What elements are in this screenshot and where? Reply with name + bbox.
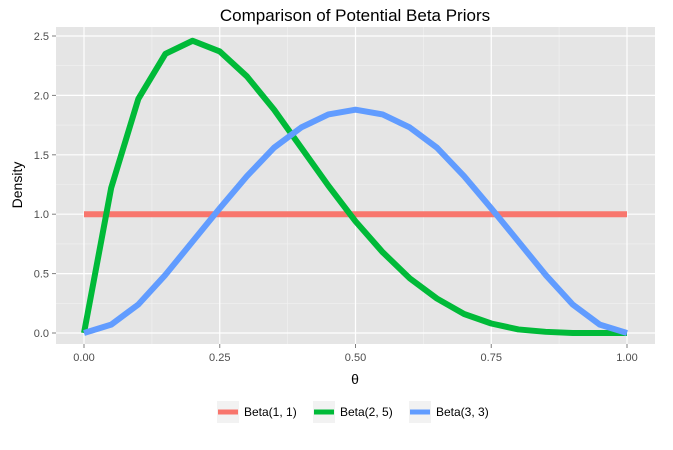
y-axis: 0.0 0.5 1.0 1.5 2.0 2.5 [34, 31, 56, 340]
y-tick-label: 1.0 [34, 209, 49, 221]
x-tick-label: 0.75 [481, 352, 502, 364]
series-lines [81, 37, 628, 336]
x-axis: 0.00 0.25 0.50 0.75 1.00 [73, 344, 638, 364]
x-tick-label: 0.50 [345, 352, 366, 364]
x-tick-label: 0.25 [209, 352, 230, 364]
legend-label-1: Beta(1, 1) [244, 405, 297, 419]
y-tick-label: 0.0 [34, 328, 49, 340]
chart-title: Comparison of Potential Beta Priors [220, 6, 490, 25]
series-line-3 [83, 106, 628, 336]
x-axis-label: θ [351, 371, 359, 387]
legend: Beta(1, 1) Beta(2, 5) Beta(3, 3) [217, 401, 489, 423]
y-tick-label: 2.5 [34, 31, 49, 43]
x-tick-label: 0.00 [73, 352, 94, 364]
series-line-2 [81, 37, 627, 336]
legend-label-2: Beta(2, 5) [340, 405, 393, 419]
y-axis-label: Density [9, 162, 25, 209]
y-tick-label: 2.0 [34, 90, 49, 102]
legend-label-3: Beta(3, 3) [436, 405, 489, 419]
x-tick-label: 1.00 [616, 352, 637, 364]
y-tick-label: 0.5 [34, 269, 49, 281]
y-tick-label: 1.5 [34, 150, 49, 162]
